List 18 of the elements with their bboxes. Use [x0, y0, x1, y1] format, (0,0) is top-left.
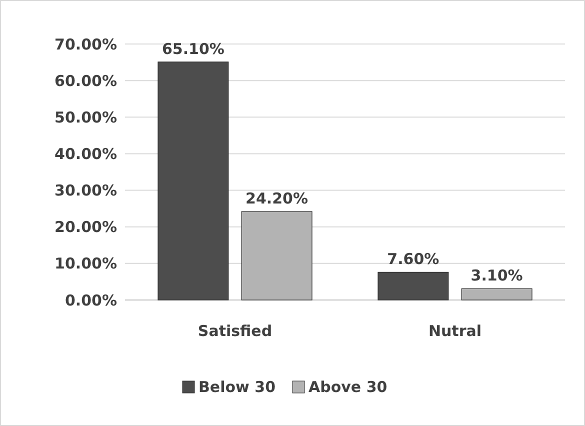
y-tick-label: 30.00% [54, 182, 117, 200]
y-tick-label: 0.00% [64, 291, 117, 310]
y-tick-label: 40.00% [54, 144, 117, 163]
x-tick-label: Satisfied [198, 322, 272, 340]
y-tick-label: 60.00% [54, 72, 117, 90]
y-tick-label: 20.00% [54, 218, 117, 236]
data-label: 3.10% [470, 266, 523, 285]
bar [158, 62, 229, 300]
legend-label: Below 30 [198, 378, 276, 396]
data-label: 65.10% [162, 40, 224, 58]
data-label: 24.20% [246, 189, 308, 208]
data-label: 7.60% [387, 250, 440, 268]
y-tick-label: 10.00% [54, 254, 117, 273]
legend-label: Above 30 [308, 378, 388, 396]
y-tick-label: 50.00% [54, 108, 117, 126]
bar [378, 272, 449, 300]
x-tick-label: Nutral [428, 322, 482, 340]
y-tick-label: 70.00% [54, 35, 117, 54]
